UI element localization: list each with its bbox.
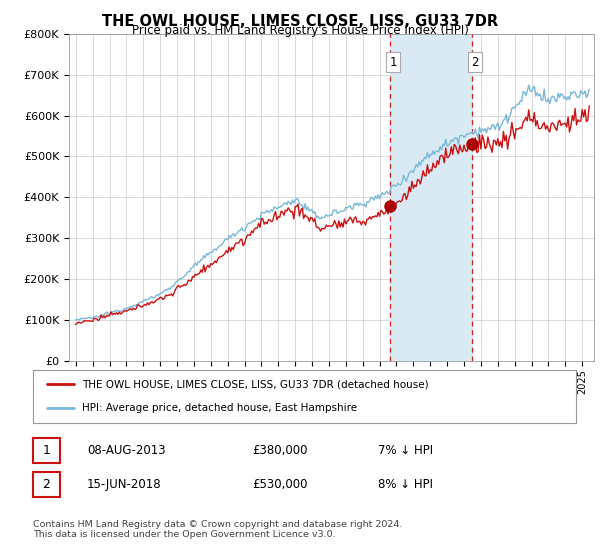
Text: HPI: Average price, detached house, East Hampshire: HPI: Average price, detached house, East…	[82, 403, 357, 413]
Bar	[389, 34, 472, 361]
Text: £380,000: £380,000	[252, 444, 308, 458]
Text: 15-JUN-2018: 15-JUN-2018	[87, 478, 161, 491]
Text: THE OWL HOUSE, LIMES CLOSE, LISS, GU33 7DR (detached house): THE OWL HOUSE, LIMES CLOSE, LISS, GU33 7…	[82, 380, 428, 390]
Text: 1: 1	[43, 444, 50, 458]
Text: 08-AUG-2013: 08-AUG-2013	[87, 444, 166, 458]
Text: Price paid vs. HM Land Registry's House Price Index (HPI): Price paid vs. HM Land Registry's House …	[131, 24, 469, 37]
Text: 1: 1	[389, 56, 397, 69]
Text: 2: 2	[471, 56, 479, 69]
Text: 8% ↓ HPI: 8% ↓ HPI	[378, 478, 433, 491]
Text: £530,000: £530,000	[252, 478, 308, 491]
Text: 7% ↓ HPI: 7% ↓ HPI	[378, 444, 433, 458]
Text: Contains HM Land Registry data © Crown copyright and database right 2024.
This d: Contains HM Land Registry data © Crown c…	[33, 520, 403, 539]
Text: 2: 2	[43, 478, 50, 491]
Text: THE OWL HOUSE, LIMES CLOSE, LISS, GU33 7DR: THE OWL HOUSE, LIMES CLOSE, LISS, GU33 7…	[102, 14, 498, 29]
